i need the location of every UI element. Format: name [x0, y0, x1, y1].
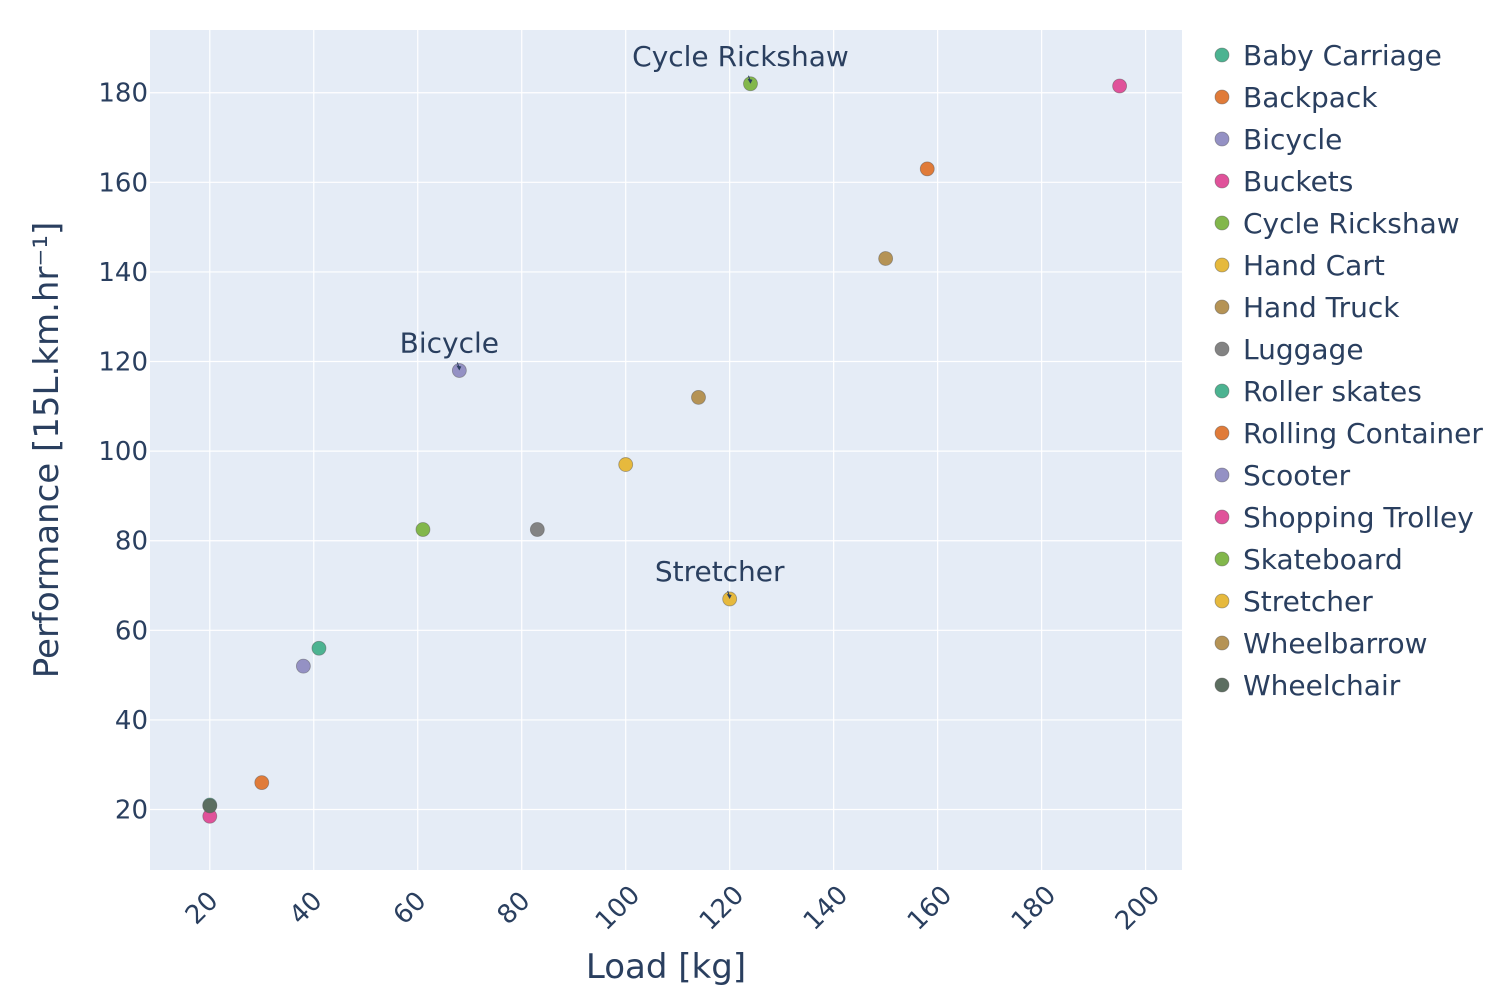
legend-label: Roller skates [1243, 375, 1422, 408]
y-tick-label: 80 [115, 527, 148, 557]
x-tick-label: 100 [590, 880, 646, 936]
x-axis-ticks: 20 40 60 80 100 120 140 160 180 200 [180, 880, 1166, 936]
legend-label: Rolling Container [1243, 417, 1483, 450]
x-axis-title: Load [kg] [586, 947, 746, 987]
grid-lines [150, 30, 1182, 870]
y-tick-label: 140 [98, 258, 148, 288]
y-tick-label: 40 [115, 706, 148, 736]
legend-item[interactable]: Hand Cart [1214, 249, 1385, 282]
legend[interactable]: Baby Carriage Backpack Bicycle Buckets Cycle… [1214, 39, 1483, 702]
legend-marker [1214, 383, 1230, 399]
plot-area [150, 30, 1182, 870]
annotation-label: Bicycle [400, 326, 499, 359]
y-tick-label: 160 [98, 168, 148, 198]
legend-item[interactable]: Luggage [1214, 333, 1364, 366]
legend-label: Buckets [1243, 165, 1353, 198]
legend-marker [1214, 173, 1230, 189]
x-tick-label: 60 [388, 886, 433, 931]
x-tick-label: 160 [902, 880, 958, 936]
data-point[interactable] [295, 658, 311, 674]
data-point[interactable] [618, 457, 634, 472]
legend-item[interactable]: Baby Carriage [1214, 39, 1442, 72]
legend-item[interactable]: Skateboard [1214, 543, 1403, 576]
legend-item[interactable]: Scooter [1214, 459, 1351, 492]
x-tick-label: 20 [180, 886, 225, 931]
legend-marker [1214, 215, 1230, 231]
x-tick-label: 40 [284, 886, 329, 931]
legend-item[interactable]: Wheelbarrow [1214, 627, 1428, 660]
legend-item[interactable]: Backpack [1214, 81, 1378, 114]
legend-marker [1214, 635, 1230, 651]
annotation-arrowhead [726, 593, 732, 599]
legend-marker [1214, 677, 1230, 693]
data-point[interactable] [919, 161, 935, 177]
legend-marker [1214, 299, 1230, 315]
legend-label: Baby Carriage [1243, 39, 1442, 72]
legend-marker [1214, 467, 1230, 483]
y-axis-title: Performance [15L.km.hr⁻¹] [27, 222, 67, 679]
legend-label: Backpack [1243, 81, 1378, 114]
legend-label: Shopping Trolley [1243, 501, 1474, 534]
data-point[interactable] [202, 798, 218, 814]
data-point[interactable] [311, 640, 327, 656]
x-tick-label: 120 [694, 880, 750, 936]
legend-label: Luggage [1243, 333, 1364, 366]
legend-label: Skateboard [1243, 543, 1403, 576]
y-axis-ticks: 20 40 60 80 100 120 140 160 180 [98, 79, 148, 826]
legend-item[interactable]: Hand Truck [1214, 291, 1400, 324]
data-point[interactable] [878, 251, 894, 266]
legend-marker [1214, 47, 1230, 63]
legend-marker [1214, 425, 1230, 441]
data-point[interactable] [415, 522, 431, 537]
y-tick-label: 60 [115, 616, 148, 646]
annotation-arrowhead [456, 365, 462, 371]
annotations: Cycle Rickshaw Bicycle Stretcher [400, 40, 849, 599]
legend-item[interactable]: Roller skates [1214, 375, 1422, 408]
x-tick-label: 80 [492, 886, 537, 931]
legend-item[interactable]: Buckets [1214, 165, 1353, 198]
x-tick-label: 180 [1006, 880, 1062, 936]
legend-label: Wheelchair [1243, 669, 1401, 702]
legend-label: Cycle Rickshaw [1243, 207, 1460, 240]
legend-marker [1214, 509, 1230, 525]
legend-label: Scooter [1243, 459, 1351, 492]
legend-item[interactable]: Cycle Rickshaw [1214, 207, 1460, 240]
legend-item[interactable]: Bicycle [1214, 123, 1342, 156]
legend-label: Hand Truck [1243, 291, 1400, 324]
annotation-arrowhead [747, 78, 753, 84]
x-tick-label: 140 [798, 880, 854, 936]
legend-label: Bicycle [1243, 123, 1342, 156]
x-tick-label: 200 [1110, 880, 1166, 936]
legend-item[interactable]: Shopping Trolley [1214, 501, 1474, 534]
legend-item[interactable]: Rolling Container [1214, 417, 1483, 450]
y-tick-label: 120 [98, 348, 148, 378]
data-points [202, 76, 1128, 824]
legend-label: Stretcher [1243, 585, 1373, 618]
legend-marker [1214, 257, 1230, 273]
data-point[interactable] [691, 389, 706, 405]
y-tick-label: 20 [115, 796, 148, 826]
y-tick-label: 100 [98, 437, 148, 467]
legend-label: Hand Cart [1243, 249, 1385, 282]
annotation-label: Stretcher [655, 555, 785, 588]
legend-label: Wheelbarrow [1243, 627, 1428, 660]
legend-marker [1214, 593, 1230, 609]
legend-marker [1214, 551, 1230, 567]
data-point[interactable] [254, 775, 270, 791]
legend-marker [1214, 341, 1230, 357]
annotation-label: Cycle Rickshaw [632, 40, 849, 73]
data-point[interactable] [1112, 78, 1128, 94]
legend-item[interactable]: Wheelchair [1214, 669, 1401, 702]
legend-marker [1214, 131, 1230, 147]
y-tick-label: 180 [98, 79, 148, 109]
data-point[interactable] [529, 522, 545, 537]
legend-item[interactable]: Stretcher [1214, 585, 1373, 618]
legend-marker [1214, 89, 1230, 105]
